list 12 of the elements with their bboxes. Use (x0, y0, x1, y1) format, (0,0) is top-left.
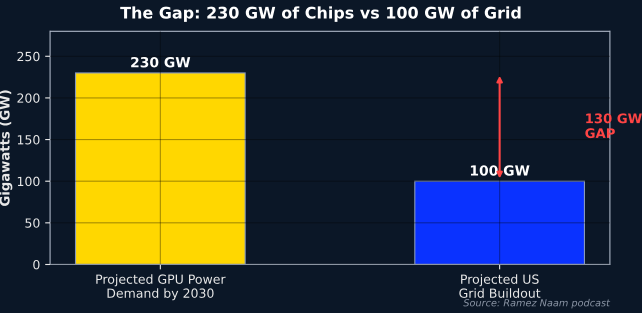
x-tick-label: Projected US Grid Buildout (459, 274, 540, 298)
x-tick-label: Projected GPU Power Demand by 2030 (96, 274, 226, 300)
data-label: 230 GW (131, 56, 190, 68)
y-tick-label: 0 (33, 260, 40, 270)
source-note: Source: Ramez Naam podcast (463, 298, 610, 308)
y-tick-label: 200 (17, 93, 40, 103)
y-tick-label: 250 (17, 52, 40, 62)
chart-title: The Gap: 230 GW of Chips vs 100 GW of Grid (120, 6, 521, 22)
y-tick-label: 50 (25, 218, 40, 228)
y-tick-label: 150 (18, 135, 40, 144)
y-tick-label: 100 (18, 176, 40, 186)
data-label: 100 GW (470, 165, 530, 176)
